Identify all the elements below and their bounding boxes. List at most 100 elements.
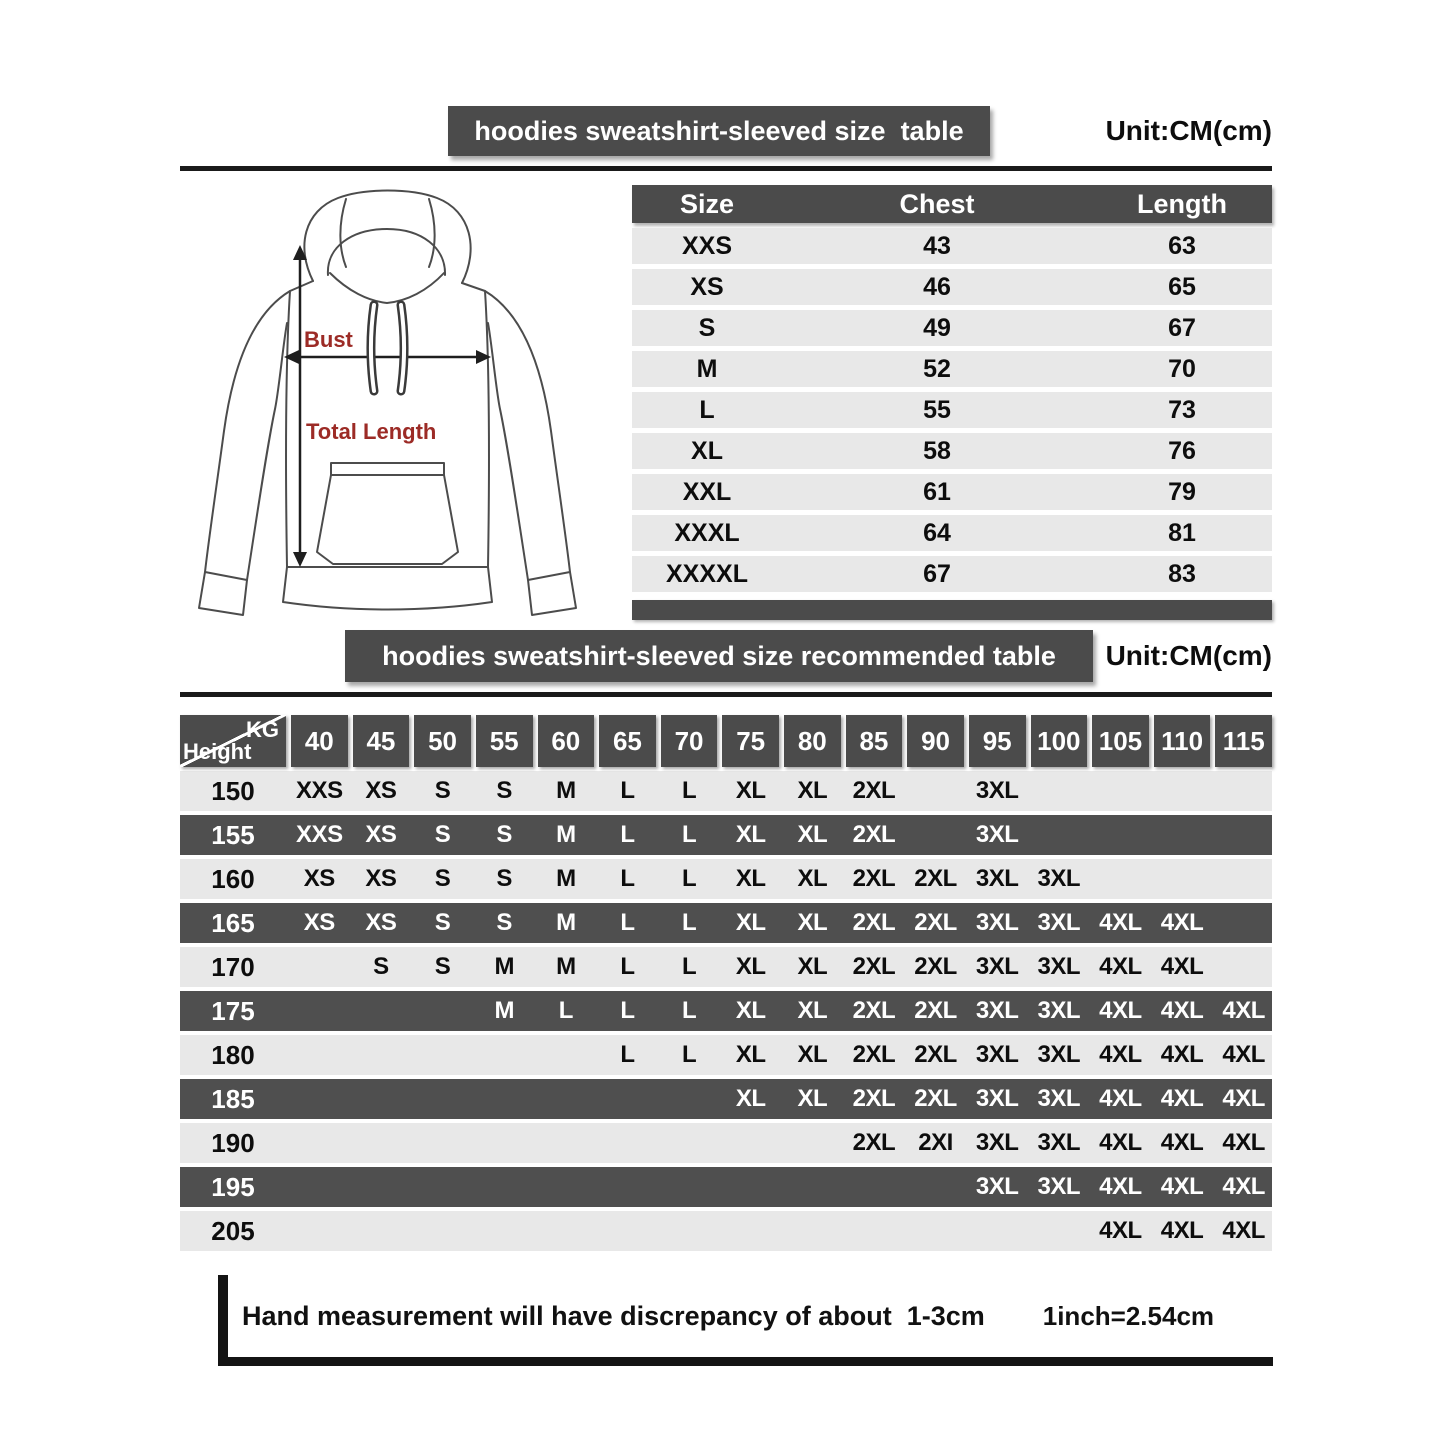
neck-opening bbox=[329, 272, 445, 304]
size-value-cell: 4XL bbox=[1099, 1217, 1142, 1244]
size-value-cell: XL bbox=[797, 953, 828, 980]
size-value-cell: S bbox=[434, 865, 451, 892]
size-cell: XL bbox=[691, 436, 723, 465]
size-table-row: M 52 70 bbox=[632, 351, 1272, 387]
hood-outline bbox=[303, 189, 472, 284]
left-sleeve-inner-seam bbox=[246, 322, 288, 581]
chest-cell: 43 bbox=[923, 231, 951, 260]
size-value-cell: XL bbox=[735, 953, 766, 980]
kg-height-corner-cell: KG Height bbox=[180, 715, 286, 767]
length-cell: 67 bbox=[1168, 313, 1196, 342]
height-corner-label: Height bbox=[183, 739, 252, 764]
size-value-cell: 4XL bbox=[1160, 1173, 1204, 1200]
size-value-cell: 3XL bbox=[975, 953, 1019, 980]
length-cell: 73 bbox=[1168, 395, 1196, 424]
size-table-row: XXS 43 63 bbox=[632, 228, 1272, 264]
left-cuff bbox=[198, 571, 248, 616]
hem-band bbox=[282, 566, 493, 611]
size-value-cell: L bbox=[681, 997, 697, 1024]
unit-label-bottom: Unit:CM(cm) bbox=[1105, 640, 1272, 671]
size-cell: L bbox=[699, 395, 715, 424]
height-value-cell: 195 bbox=[211, 1171, 255, 1202]
size-value-cell: 2XL bbox=[852, 1085, 896, 1112]
size-value-cell: S bbox=[434, 909, 451, 936]
size-value-cell: 3XL bbox=[1037, 1085, 1081, 1112]
size-table-row: XL 58 76 bbox=[632, 433, 1272, 469]
size-value-cell: 4XL bbox=[1160, 997, 1204, 1024]
size-table-row: XXL 61 79 bbox=[632, 474, 1272, 510]
kg-column-header: 110 bbox=[1153, 715, 1211, 767]
size-value-cell: 4XL bbox=[1222, 1173, 1265, 1200]
size-value-cell: 3XL bbox=[975, 777, 1019, 804]
column-header-size: Size bbox=[679, 188, 735, 219]
size-value-cell: 4XL bbox=[1160, 1129, 1204, 1156]
size-table-column-header: Size Chest Length bbox=[632, 185, 1272, 223]
size-value-cell: 4XL bbox=[1099, 953, 1142, 980]
size-cell: M bbox=[696, 354, 718, 383]
height-value-cell: 155 bbox=[211, 819, 255, 850]
size-value-cell: XS bbox=[365, 909, 397, 936]
size-value-cell: 2XL bbox=[852, 953, 896, 980]
size-value-cell: M bbox=[556, 777, 576, 804]
size-table-row: XXXXL 67 83 bbox=[632, 556, 1272, 592]
size-value-cell: 3XL bbox=[975, 1129, 1019, 1156]
size-value-cell: XL bbox=[797, 821, 828, 848]
height-value-cell: 190 bbox=[211, 1127, 255, 1158]
size-value-cell: 4XL bbox=[1160, 1217, 1204, 1244]
chest-cell: 55 bbox=[923, 395, 951, 424]
hood-inner-rim bbox=[326, 228, 447, 276]
size-value-cell: L bbox=[620, 865, 635, 892]
size-value-cell: XL bbox=[735, 777, 766, 804]
divider-line-top bbox=[180, 166, 1272, 171]
kg-column-header: 80 bbox=[784, 715, 841, 767]
size-value-cell: XS bbox=[365, 821, 397, 848]
size-value-cell: S bbox=[434, 953, 451, 980]
size-table-header-row: hoodies sweatshirt-sleeved size table Un… bbox=[180, 106, 1272, 156]
content-area: hoodies sweatshirt-sleeved size table Un… bbox=[180, 0, 1273, 1366]
size-value-cell: S bbox=[434, 777, 451, 804]
kg-corner-label: KG bbox=[246, 717, 279, 742]
size-cell: XS bbox=[690, 272, 724, 301]
recommended-table-title: hoodies sweatshirt-sleeved size recommen… bbox=[382, 640, 1056, 671]
size-table: Size Chest Length XXS 43 63 XS 46 65 S 49 67 M 52 7… bbox=[632, 185, 1272, 620]
size-value-cell: XS bbox=[365, 777, 397, 804]
size-value-cell: S bbox=[496, 777, 512, 804]
matrix-row: 150 XXS XS S S M L L XL XL 2XL 3XL bbox=[180, 771, 1272, 811]
size-value-cell: 2XL bbox=[914, 909, 957, 936]
size-value-cell: 3XL bbox=[1037, 953, 1081, 980]
size-table-row: L 55 73 bbox=[632, 392, 1272, 428]
height-value-cell: 180 bbox=[211, 1039, 255, 1070]
size-value-cell: 4XL bbox=[1160, 1041, 1204, 1068]
size-value-cell: L bbox=[620, 821, 635, 848]
size-value-cell: 3XL bbox=[1037, 1173, 1081, 1200]
hood-fold-lines bbox=[339, 198, 436, 268]
size-value-cell: 4XL bbox=[1160, 953, 1204, 980]
right-sleeve-inner-seam bbox=[487, 322, 529, 581]
length-cell: 76 bbox=[1168, 436, 1196, 465]
size-value-cell: S bbox=[496, 865, 512, 892]
hoodie-diagram: Bust Total Length bbox=[198, 189, 577, 616]
size-value-cell: 3XL bbox=[975, 865, 1019, 892]
size-value-cell: 4XL bbox=[1222, 997, 1265, 1024]
size-value-cell: 3XL bbox=[975, 1085, 1019, 1112]
right-cuff bbox=[527, 571, 577, 616]
left-sleeve bbox=[204, 290, 291, 573]
total-length-arrow bbox=[293, 245, 307, 567]
size-value-cell: 3XL bbox=[975, 1173, 1019, 1200]
size-table-title-bar: hoodies sweatshirt-sleeved size table bbox=[448, 106, 990, 156]
chest-cell: 52 bbox=[923, 354, 951, 383]
size-table-row: S 49 67 bbox=[632, 310, 1272, 346]
chest-cell: 64 bbox=[923, 518, 951, 547]
kg-column-header: 105 bbox=[1092, 715, 1149, 767]
height-value-cell: 170 bbox=[211, 951, 255, 982]
kg-column-header: 40 bbox=[291, 715, 348, 767]
size-value-cell: 4XL bbox=[1099, 997, 1142, 1024]
size-value-cell: L bbox=[620, 777, 635, 804]
kg-column-header: 70 bbox=[660, 715, 718, 767]
size-value-cell: L bbox=[620, 997, 635, 1024]
inch-conversion-note: 1inch=2.54cm bbox=[1042, 1300, 1215, 1331]
size-value-cell: 3XL bbox=[1037, 997, 1081, 1024]
size-value-cell: M bbox=[556, 865, 576, 892]
size-value-cell: L bbox=[681, 865, 697, 892]
